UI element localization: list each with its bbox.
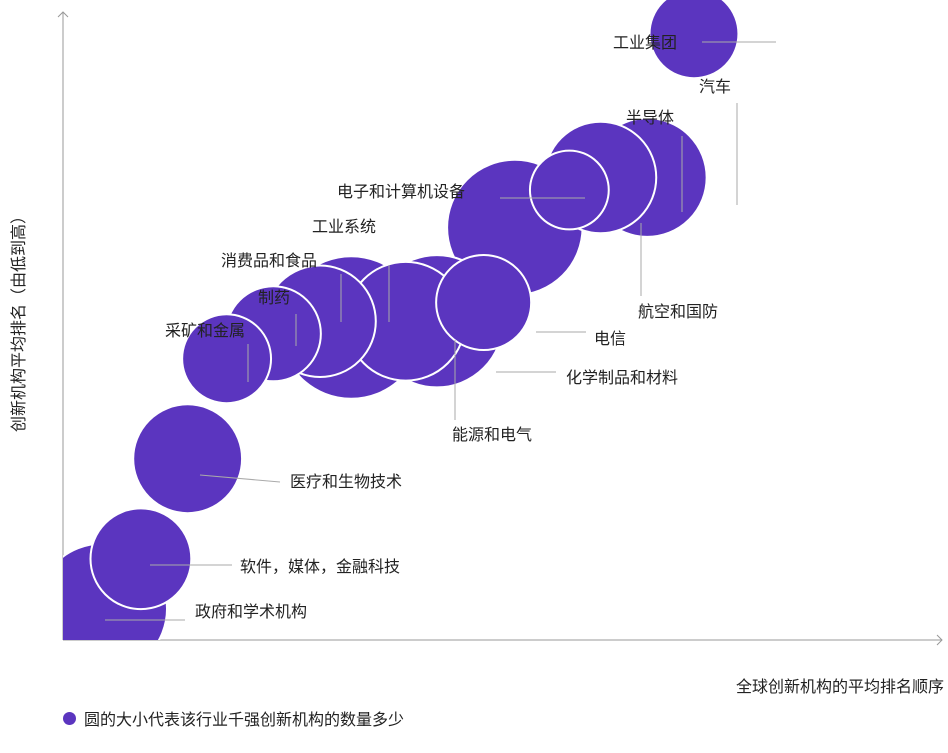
- bubble-label-3: 采矿和金属: [165, 321, 245, 340]
- bubble-label-10: 电子和计算机设备: [337, 182, 465, 201]
- bubble-label-2: 医疗和生物技术: [290, 472, 402, 491]
- legend-dot: [63, 711, 76, 725]
- bubble-1: [89, 507, 193, 611]
- bubble-3: [181, 313, 273, 405]
- bubble-label-1: 软件，媒体，金融科技: [240, 557, 400, 576]
- legend-text: 圆的大小代表该行业千强创新机构的数量多少: [84, 710, 405, 729]
- bubble-2: [132, 403, 244, 515]
- y-axis-arrow: [57, 11, 69, 18]
- bubble-label-14: 工业集团: [613, 33, 677, 52]
- y-axis-label: 创新机构平均排名（由低到高）: [9, 208, 28, 432]
- leader-lines-group: [105, 41, 776, 621]
- leader-line-2: [199, 474, 281, 483]
- bubble-label-13: 汽车: [699, 77, 731, 96]
- bubble-label-11: 航空和国防: [638, 302, 718, 321]
- bubble-11: [528, 149, 610, 231]
- x-axis-arrow: [936, 634, 943, 646]
- legend: 圆的大小代表该行业千强创新机构的数量多少: [63, 706, 404, 730]
- bubbles-group: [63, 0, 740, 640]
- x-axis-label: 全球创新机构的平均排名顺序: [736, 677, 944, 696]
- bubble-9: [435, 253, 533, 352]
- bubble-label-8: 能源和电气: [452, 425, 532, 444]
- bubble-label-6: 工业系统: [312, 217, 376, 236]
- bubble-label-0: 政府和学术机构: [195, 602, 307, 621]
- bubble-14: [648, 0, 740, 80]
- bubble-label-5: 消费品和食品: [221, 251, 317, 270]
- bubble-label-12: 半导体: [626, 108, 674, 127]
- bubble-label-7: 化学制品和材料: [566, 368, 678, 387]
- bubble-label-4: 制药: [258, 288, 290, 307]
- bubble-label-9: 电信: [594, 329, 626, 348]
